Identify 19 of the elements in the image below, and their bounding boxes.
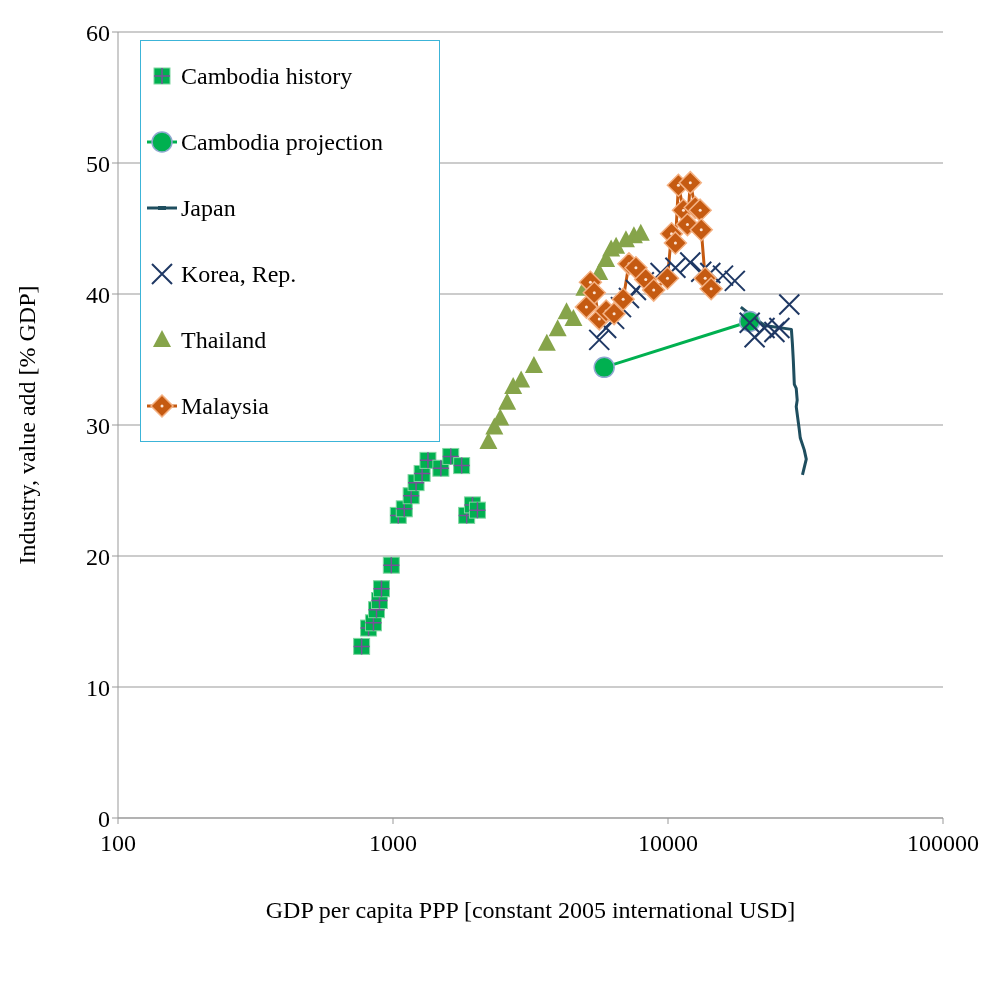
x-tick-label: 100000 (907, 830, 979, 857)
y-tick-label: 0 (98, 805, 110, 832)
legend-label: Cambodia projection (181, 128, 383, 156)
y-tick-label: 30 (86, 412, 110, 439)
y-tick-label: 60 (86, 19, 110, 46)
legend-label: Cambodia history (181, 62, 353, 90)
legend-label: Thailand (181, 326, 267, 354)
legend-label: Japan (181, 194, 236, 222)
y-tick-label: 20 (86, 543, 110, 570)
y-tick-label: 50 (86, 150, 110, 177)
y-tick-label: 40 (86, 281, 110, 308)
x-tick-label: 100 (100, 830, 136, 857)
x-tick-label: 10000 (638, 830, 698, 857)
y-axis-title: Industry, value add [% GDP] (13, 285, 40, 565)
y-tick-label: 10 (86, 674, 110, 701)
x-axis-title: GDP per capita PPP [constant 2005 international USD] (265, 897, 796, 923)
legend-label: Korea, Rep. (181, 260, 297, 288)
legend-label: Malaysia (181, 392, 269, 420)
x-tick-label: 1000 (369, 830, 417, 857)
